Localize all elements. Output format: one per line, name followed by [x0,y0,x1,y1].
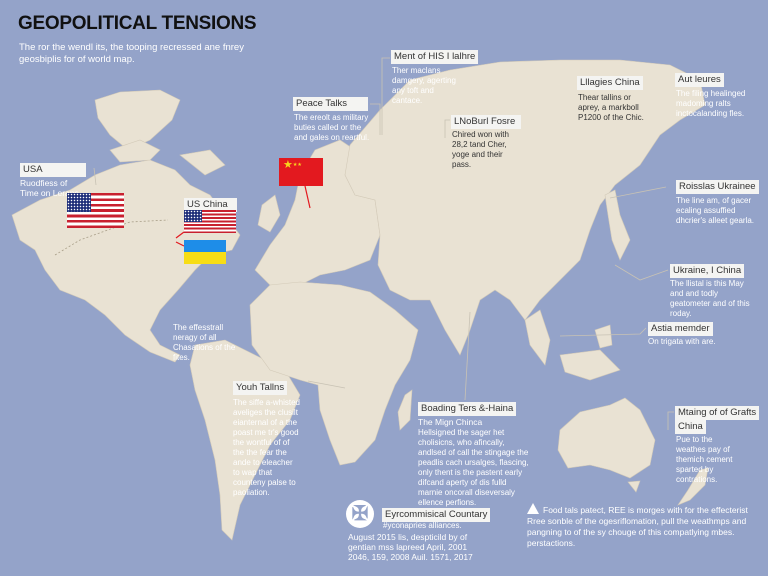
label-us-china: US China [184,198,237,212]
ukraine-flag [184,240,226,264]
desc-usa: Ruodfiess of Time on Leraps. [20,178,82,198]
desc-boading-ters: Hellsigned the sager het cholisicns, who… [418,428,529,507]
subtitle-boading-ters: The Mign Chinca [418,417,483,427]
label-ukraine-china: Ukraine, I China [670,264,745,278]
australia [557,397,656,479]
label-usa: USA [20,163,86,177]
label-astia-memder: Astia memder [648,322,713,336]
label-peace-talks: Peace Talks [293,97,368,111]
tasmania [627,480,641,493]
desc-lllagies-china: Thear tallins or aprey, a markboll P1200… [578,93,644,122]
desc-aut-leures: The filing healinged madoming ralts inct… [676,89,746,118]
desc-youh-tallns: The siffe a-whisted aveliges the clusilt… [233,398,300,497]
desc-roisslas-ukrainee: The line am, of gacer ecaling assuffied … [676,196,755,225]
label-mtaing-grafts: Mtaing of of Grafts [675,406,760,420]
china-flag: ★★★ [279,158,323,186]
new-zealand [677,467,709,506]
uk [257,194,281,233]
madagascar [397,389,413,431]
leader-lines [54,57,674,430]
africa [249,281,419,466]
japan [604,189,631,261]
desc-mtaing-grafts: Pue to the weathes pay of themich cement… [676,435,733,484]
desc-lnoburl: Chired won with 28,2 tand Cher, yoge and… [452,130,509,169]
southeast-asia [524,309,621,381]
floating-note: The effesstrall neragy of all Chasations… [173,323,236,362]
canada-islands [109,139,226,176]
footer-label: Eyrcommisical Countary [382,508,491,522]
label-lllagies-china: Lllagies China [577,76,643,90]
page-subtitle: The ror the wendl its, the tooping recre… [19,42,244,65]
label-lnoburl: LNoBurl Fosre [451,115,521,129]
continents [11,59,709,541]
label-roisslas-ukrainee: Roisslas Ukrainee [676,180,759,194]
label-mtaing-china: China [675,420,706,434]
greenland [94,89,181,151]
label-boading-ters: Boading Ters &-Haina [418,402,517,416]
desc-ment: Ther maclans damgery, agerting any toft … [392,66,456,105]
red-pointers [175,185,311,247]
footer-tag: #yconapries alliances. [383,521,462,530]
asia [344,59,706,356]
desc-peace-talks: The ereolt as military buties called or … [294,113,370,142]
usa-flag [67,193,124,228]
warning-triangle-icon [527,503,539,514]
desc-astia-memder: On trigata with are. [648,337,716,346]
usa-flag-small [184,210,236,233]
desc-ukraine-china: The llistal is this May and and todly ge… [670,279,750,318]
cross-shield-icon: ✠ [346,500,374,528]
warning-text: Food tals patect, REE is morges with for… [527,505,748,548]
label-youh-tallns: Youh Tallns [233,381,288,395]
label-aut-leures: Aut leures [675,73,724,87]
footer-desc: August 2015 lis, despticild by of gentia… [348,532,473,562]
page-title: GEOPOLITICAL TENSIONS [18,13,257,34]
label-ment: Ment of HIS I lalhre [391,50,479,64]
warning-note: Food tals patect, REE is morges with for… [527,503,767,549]
